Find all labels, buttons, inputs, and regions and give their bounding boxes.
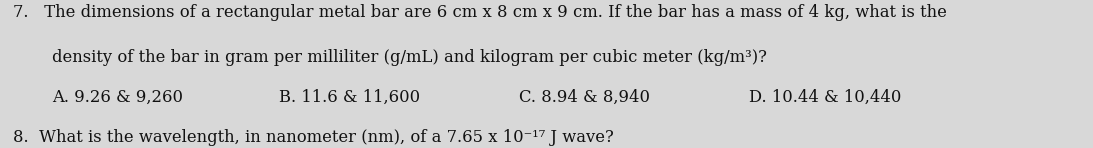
Text: 7.   The dimensions of a rectangular metal bar are 6 cm x 8 cm x 9 cm. If the ba: 7. The dimensions of a rectangular metal… [13,4,947,21]
Text: D. 10.44 & 10,440: D. 10.44 & 10,440 [749,89,901,106]
Text: A. 9.26 & 9,260: A. 9.26 & 9,260 [52,89,184,106]
Text: density of the bar in gram per milliliter (g/mL) and kilogram per cubic meter (k: density of the bar in gram per millilite… [52,49,767,66]
Text: C. 8.94 & 8,940: C. 8.94 & 8,940 [519,89,650,106]
Text: 8.  What is the wavelength, in nanometer (nm), of a 7.65 x 10⁻¹⁷ J wave?: 8. What is the wavelength, in nanometer … [13,129,614,146]
Text: B. 11.6 & 11,600: B. 11.6 & 11,600 [279,89,420,106]
